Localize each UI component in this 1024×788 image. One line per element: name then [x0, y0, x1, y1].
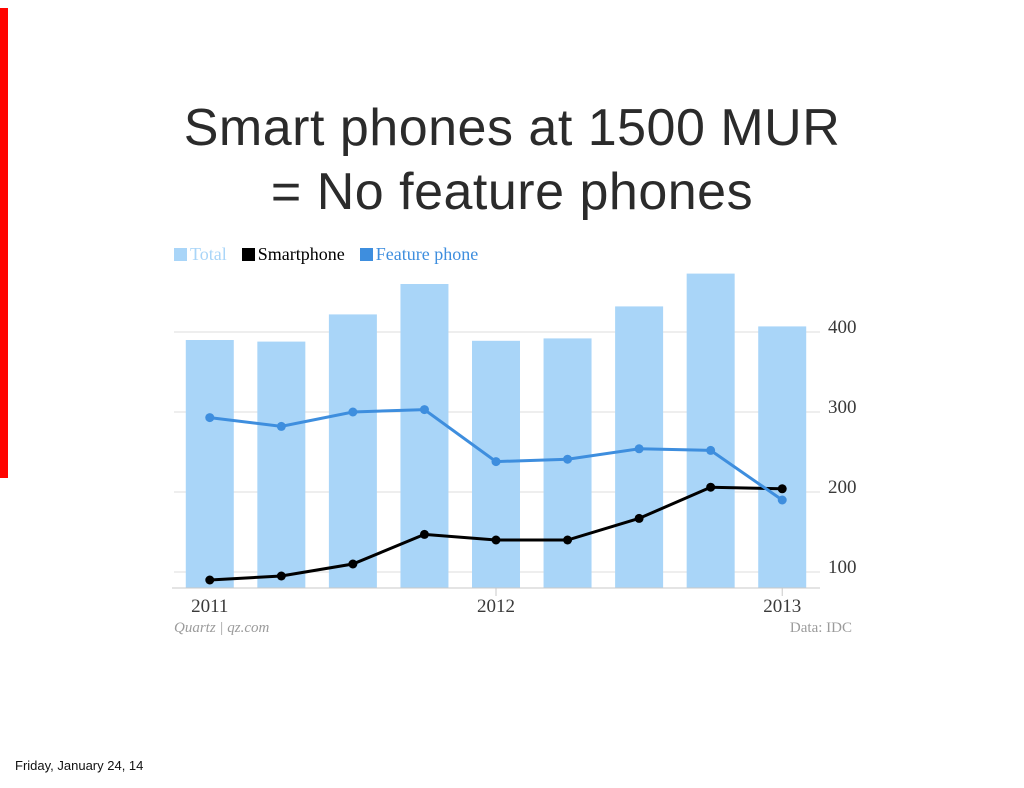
feature-phone-dot	[205, 413, 215, 423]
feature-phone-dot	[348, 407, 358, 417]
x-tick-label: 2013	[763, 596, 801, 617]
total-bar	[758, 326, 807, 588]
smartphone-dot	[419, 529, 429, 539]
legend-label-feature-phone: Feature phone	[375, 244, 479, 264]
y-tick-label: 200	[828, 477, 857, 498]
feature-phone-dot	[491, 457, 501, 467]
legend-item-smartphone: Smartphone	[241, 244, 345, 265]
total-bar	[185, 340, 234, 588]
feature-phone-dot	[634, 444, 644, 454]
chart-legend: Total Smartphone Feature phone	[174, 244, 478, 265]
y-tick-label: 300	[828, 397, 857, 418]
feature-phone-dot	[419, 405, 429, 415]
slide-title: Smart phones at 1500 MUR = No feature pho…	[0, 96, 1024, 224]
smartphone-dot	[634, 513, 644, 523]
title-line-2: = No feature phones	[270, 163, 754, 221]
x-tick-label: 2012	[477, 596, 515, 617]
smartphone-dot	[205, 575, 215, 585]
smartphone-dot	[348, 559, 358, 569]
legend-item-total: Total	[174, 244, 227, 265]
total-bar	[257, 341, 306, 588]
legend-swatch-feature-phone	[359, 248, 373, 261]
credit-quartz: Quartz | qz.com	[174, 620, 270, 636]
credit-data-source: Data: IDC	[789, 620, 852, 636]
legend-label-total: Total	[190, 244, 227, 264]
title-line-1: Smart phones at 1500 MUR	[183, 99, 841, 157]
smartphone-dot	[777, 484, 787, 494]
total-bar	[328, 314, 377, 588]
y-tick-label: 400	[828, 317, 857, 338]
y-tick-label: 100	[828, 557, 857, 578]
feature-phone-dot	[276, 421, 286, 431]
legend-swatch-smartphone	[241, 248, 255, 261]
smartphone-dot	[491, 535, 501, 545]
legend-label-smartphone: Smartphone	[257, 244, 345, 264]
feature-phone-dot	[563, 454, 573, 464]
total-bar	[686, 273, 735, 588]
feature-phone-dot	[706, 445, 716, 455]
chart-plot: 100 200 300 400 2011 2012 2013	[172, 273, 857, 617]
legend-item-feature-phone: Feature phone	[359, 244, 479, 265]
smartphone-dot	[563, 535, 573, 545]
red-accent-bar	[0, 8, 8, 478]
smartphone-dot	[706, 482, 716, 492]
feature-phone-dot	[777, 495, 787, 505]
export-timestamp: Friday, January 24, 14	[15, 758, 144, 773]
smartphone-dot	[276, 571, 286, 581]
legend-swatch-total	[174, 248, 187, 261]
chart-credits: Quartz | qz.com Data: IDC	[174, 620, 852, 637]
x-tick-label: 2011	[191, 596, 228, 617]
